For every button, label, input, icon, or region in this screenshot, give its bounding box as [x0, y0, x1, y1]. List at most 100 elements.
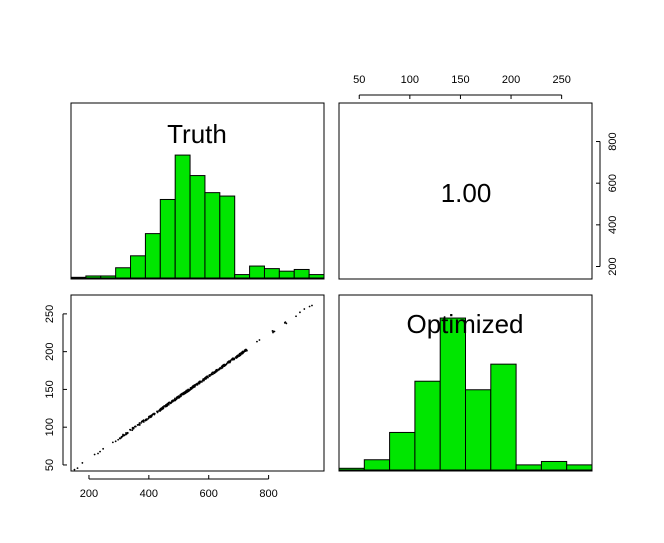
correlation-value: 1.00 [441, 178, 492, 208]
panel-scatter-frame [70, 294, 325, 472]
scatter-point [172, 399, 175, 402]
scatter-point [188, 389, 191, 391]
scatter-point [111, 441, 114, 444]
scatter-point [129, 429, 132, 431]
scatter-point [114, 440, 117, 443]
truth-hist-bar [144, 233, 161, 279]
panel-optimized-frame [338, 294, 593, 472]
scatter-point [220, 367, 222, 370]
scatter-point [176, 395, 179, 398]
scatter-point [199, 381, 201, 384]
scatter-points [73, 304, 313, 471]
scatter-point [218, 368, 221, 371]
truth-hist-bar [219, 195, 236, 279]
left-axis-tick-label: 250 [44, 305, 56, 323]
scatter-point [303, 308, 306, 310]
optimized-hist-bar [338, 467, 365, 471]
scatter-point [227, 361, 230, 364]
scatter-point [131, 429, 134, 432]
scatter-point [202, 378, 205, 381]
scatter-point [149, 416, 152, 419]
scatter-point [171, 399, 174, 402]
scatter-point [220, 365, 223, 368]
left-axis: 50 100 150 200 250 [44, 305, 67, 471]
optimized-hist-bar [465, 389, 492, 471]
optimized-histogram [338, 317, 593, 471]
scatter-point [185, 389, 188, 392]
bottom-axis: 200 400 600 800 [80, 475, 278, 500]
scatter-point [245, 349, 248, 352]
truth-hist-bar [85, 275, 102, 279]
scatter-point [284, 321, 287, 324]
scatter-point [175, 398, 178, 401]
scatter-point [214, 370, 217, 372]
right-axis: 200 400 600 800 [596, 132, 619, 276]
scatter-point [170, 401, 173, 404]
top-axis-tick-label: 50 [353, 74, 365, 86]
scatter-point [168, 401, 171, 404]
scatter-point [99, 450, 101, 453]
scatter-point [208, 374, 211, 376]
scatter-point [271, 330, 274, 332]
scatter-point [165, 403, 167, 406]
bottom-axis-tick-label: 400 [140, 488, 158, 500]
scatter-point [117, 438, 120, 441]
right-axis-tick-label: 600 [607, 174, 619, 192]
scatter-point [241, 350, 244, 353]
scatter-point [142, 419, 145, 422]
scatter-point [197, 381, 200, 384]
scatter-point [213, 371, 216, 374]
scatter-point [125, 433, 128, 435]
truth-hist-bar [159, 198, 176, 279]
scatter-point [134, 425, 137, 428]
top-axis-tick-label: 200 [502, 74, 520, 86]
scatter-point [256, 340, 258, 343]
scatter-point [179, 393, 182, 396]
scatter-point [138, 422, 141, 424]
scatter-point [167, 403, 170, 406]
scatter-point [142, 421, 145, 423]
scatter-point [159, 408, 162, 410]
scatter-point [174, 397, 176, 400]
scatter-point [193, 385, 196, 388]
scatter-point [177, 397, 180, 399]
optimized-hist-bar [490, 363, 517, 471]
scatter-point [196, 383, 199, 386]
scatter-point [73, 468, 76, 471]
scatter-point [179, 395, 182, 398]
optimized-hist-bar [414, 380, 441, 471]
left-axis-tick-label: 150 [44, 380, 56, 398]
left-axis-tick-label: 100 [44, 418, 56, 436]
scatter-point [132, 426, 135, 429]
scatter-point [123, 434, 126, 436]
scatter-point [295, 315, 297, 318]
scatter-point [210, 372, 213, 375]
truth-hist-bar [249, 265, 265, 279]
scatter-point [232, 358, 235, 361]
scatter-point [204, 378, 207, 380]
scatter-point [243, 350, 246, 353]
left-axis-tick-label: 50 [44, 459, 56, 471]
scatter-point [216, 369, 219, 372]
bottom-axis-tick-label: 200 [80, 488, 98, 500]
panel-correlation-frame [338, 102, 593, 280]
scatter-point [147, 417, 149, 420]
scatter-point [165, 405, 168, 408]
truth-hist-bar [174, 154, 191, 279]
truth-label: Truth [167, 119, 227, 149]
optimized-hist-bar [439, 317, 467, 471]
scatter-point [161, 406, 164, 409]
right-axis-tick-label: 200 [607, 257, 619, 275]
bottom-axis-tick-label: 600 [200, 488, 218, 500]
scatter-point [235, 356, 238, 359]
optimized-hist-bar [389, 431, 416, 471]
scatter-point [140, 420, 143, 423]
right-axis-tick-label: 800 [607, 132, 619, 150]
scatter-point [272, 331, 274, 334]
top-axis-tick-label: 100 [401, 74, 419, 86]
scatter-point [177, 395, 180, 398]
scatter-point [140, 422, 142, 424]
scatter-point [76, 467, 79, 470]
truth-histogram [70, 154, 325, 279]
